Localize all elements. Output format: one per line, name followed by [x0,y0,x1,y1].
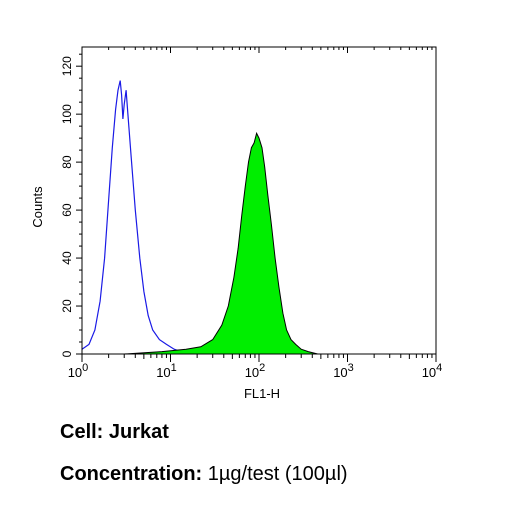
cell-label: Cell: [60,421,104,443]
y-axis-label: Counts [30,186,45,228]
y-tick-label: 20 [60,299,74,313]
y-tick-label: 60 [60,203,74,217]
x-tick-label: 100 [68,362,89,380]
y-tick-label: 120 [60,56,74,76]
y-tick-label: 0 [60,350,74,357]
x-tick-label: 102 [245,362,266,380]
x-axis-label: FL1-H [244,386,280,401]
x-tick-label: 101 [156,362,177,380]
histogram-series-1 [81,80,198,355]
cell-value: Jurkat [108,421,169,443]
concentration-value: 1µg/test (100µl) [207,463,348,485]
cell-caption: Cell: Jurkat [60,421,169,444]
concentration-caption: Concentration: 1µg/test (100µl) [60,463,348,486]
y-tick-label: 40 [60,251,74,265]
y-tick-label: 100 [60,104,74,124]
histogram-series-2 [82,131,348,355]
y-tick-label: 80 [60,155,74,169]
concentration-label: Concentration: [60,463,203,485]
x-tick-label: 103 [333,362,354,380]
x-tick-label: 104 [422,362,443,380]
